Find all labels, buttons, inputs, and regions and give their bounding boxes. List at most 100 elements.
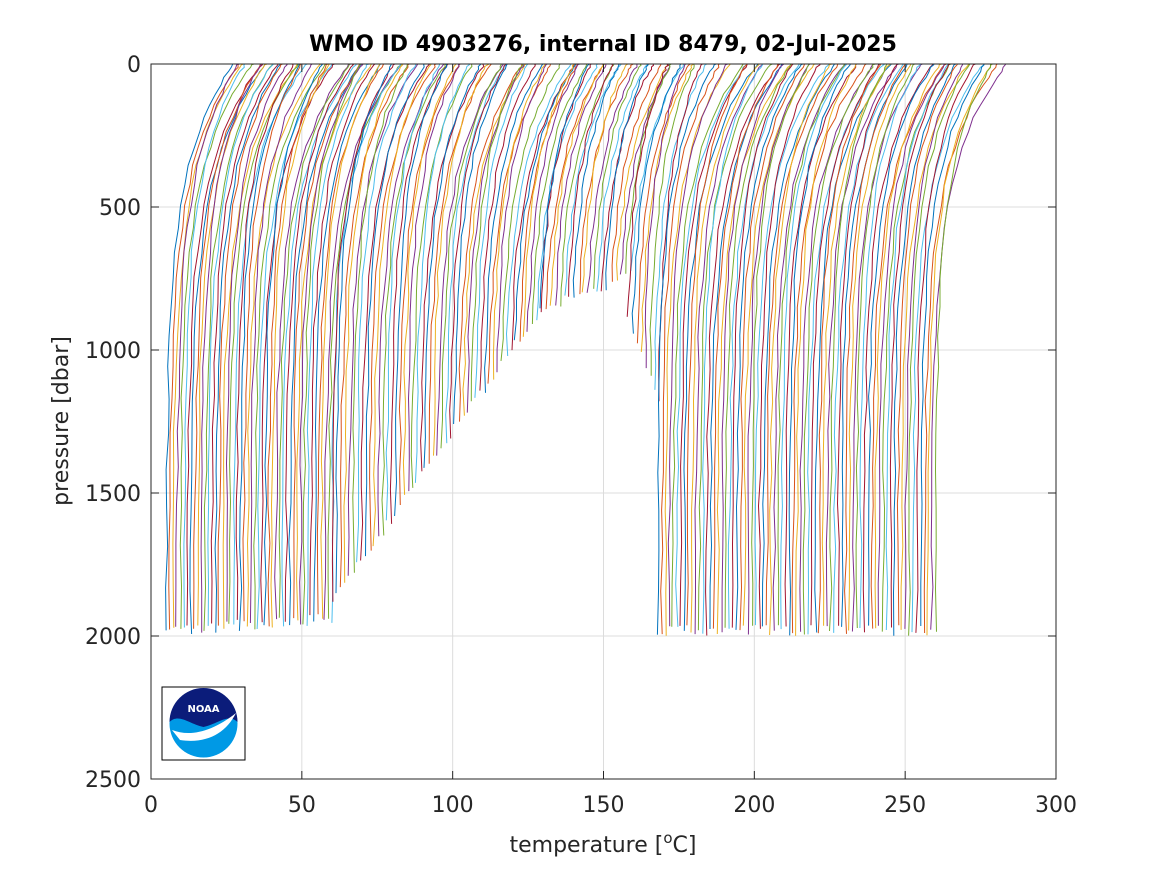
profile-line-2-15 xyxy=(611,63,662,282)
profile-line-4-53 xyxy=(855,63,915,629)
profile-line-1-24 xyxy=(433,63,490,456)
profile-line-2-17 xyxy=(619,63,671,275)
profile-line-0-45 xyxy=(323,63,402,620)
profile-line-4-20 xyxy=(731,63,794,628)
profile-line-1-35 xyxy=(479,63,537,391)
profile-line-4-72 xyxy=(926,63,993,636)
y-axis-label: pressure [dbar] xyxy=(49,336,74,506)
profile-line-3-4 xyxy=(644,63,687,369)
profile-line-4-27 xyxy=(757,64,821,629)
profile-line-4-16 xyxy=(716,63,792,635)
profile-line-4-52 xyxy=(851,63,923,632)
profile-line-4-9 xyxy=(690,63,760,633)
profile-line-1-14 xyxy=(389,63,449,524)
profile-line-1-25 xyxy=(436,63,504,456)
profile-line-4-40 xyxy=(807,63,885,635)
chart-title: WMO ID 4903276, internal ID 8479, 02-Jul… xyxy=(309,32,897,57)
profile-line-1-12 xyxy=(381,63,448,536)
x-tick-label-6: 300 xyxy=(1035,793,1077,818)
profile-line-4-0 xyxy=(656,63,717,635)
profile-line-3-6 xyxy=(654,63,708,390)
profile-line-1-6 xyxy=(356,63,417,563)
profile-line-1-11 xyxy=(377,63,445,537)
profile-line-2-10 xyxy=(586,63,638,293)
profile-line-1-33 xyxy=(470,63,524,402)
profile-line-1-39 xyxy=(496,63,548,373)
profile-line-0-7 xyxy=(189,63,267,635)
y-tick-label-3: 1500 xyxy=(85,482,141,507)
profile-line-1-16 xyxy=(398,63,461,506)
profile-line-2-16 xyxy=(616,63,670,281)
profile-line-0-24 xyxy=(249,63,313,624)
x-tick-label-3: 150 xyxy=(583,793,625,818)
profile-line-1-15 xyxy=(394,63,448,517)
profile-line-1-7 xyxy=(360,63,430,561)
profile-line-4-61 xyxy=(885,63,950,631)
profile-line-4-31 xyxy=(772,63,846,631)
profile-line-4-68 xyxy=(911,63,985,633)
profile-line-0-20 xyxy=(235,63,294,620)
profile-line-1-40 xyxy=(500,63,561,361)
profile-line-0-33 xyxy=(281,64,357,627)
profile-line-4-55 xyxy=(862,63,934,633)
profile-line-4-48 xyxy=(836,64,898,626)
profile-line-4-69 xyxy=(915,63,976,633)
profile-line-4-38 xyxy=(799,63,874,632)
profile-line-4-17 xyxy=(721,63,785,633)
profile-line-1-8 xyxy=(365,63,425,557)
profile-line-4-5 xyxy=(675,63,748,627)
profile-line-0-15 xyxy=(217,63,283,626)
x-axis-label: temperature [oC] xyxy=(509,829,696,858)
profile-line-0-44 xyxy=(320,63,381,619)
profile-line-2-1 xyxy=(545,63,605,310)
profile-line-1-44 xyxy=(519,63,580,342)
x-axis-label-main: temperature [ xyxy=(509,833,663,858)
y-tick-label-5: 2500 xyxy=(85,768,141,793)
profile-line-0-6 xyxy=(186,63,264,626)
profile-line-0-32 xyxy=(278,63,351,618)
profile-line-4-14 xyxy=(709,63,785,630)
profile-line-1-34 xyxy=(474,63,529,398)
profile-line-0-29 xyxy=(267,63,329,627)
profile-line-1-3 xyxy=(343,63,404,583)
profile-line-4-11 xyxy=(697,63,773,631)
profile-line-1-47 xyxy=(531,63,588,325)
profile-line-1-32 xyxy=(466,63,525,413)
profile-line-4-28 xyxy=(761,63,835,627)
profile-line-2-11 xyxy=(593,63,642,289)
profile-line-4-62 xyxy=(889,63,951,628)
profile-line-1-46 xyxy=(526,63,581,332)
profile-line-0-35 xyxy=(288,63,363,626)
profile-line-0-21 xyxy=(238,63,302,631)
profile-line-1-31 xyxy=(462,63,527,416)
profile-line-3-0 xyxy=(626,63,669,317)
profile-line-4-26 xyxy=(754,63,831,626)
x-tick-label-4: 200 xyxy=(733,793,775,818)
profile-line-3-1 xyxy=(631,63,682,334)
profile-line-0-25 xyxy=(253,63,327,630)
profile-line-1-23 xyxy=(428,63,492,464)
profile-line-4-59 xyxy=(877,63,946,626)
profile-line-4-19 xyxy=(727,63,800,629)
profile-line-1-17 xyxy=(402,63,457,495)
profile-line-1-22 xyxy=(423,63,481,468)
profile-line-1-20 xyxy=(414,63,470,483)
profile-line-4-29 xyxy=(765,63,839,626)
profile-line-4-63 xyxy=(892,63,957,636)
profile-line-1-13 xyxy=(385,63,441,521)
profile-line-2-0 xyxy=(539,63,591,309)
axis-ticks xyxy=(150,63,1057,780)
profile-line-1-18 xyxy=(407,63,461,492)
profile-line-4-33 xyxy=(780,63,847,630)
x-axis-label-end: C] xyxy=(673,833,697,858)
profile-line-4-4 xyxy=(671,63,744,627)
profile-line-0-23 xyxy=(246,63,322,627)
profile-line-0-39 xyxy=(302,63,362,625)
profile-line-0-13 xyxy=(210,63,279,624)
profile-line-1-37 xyxy=(487,63,552,384)
profile-line-4-32 xyxy=(777,63,846,626)
profile-line-4-41 xyxy=(810,63,880,626)
y-tick-label-4: 2000 xyxy=(85,625,141,650)
profile-line-4-45 xyxy=(825,63,899,627)
profile-line-4-1 xyxy=(660,63,720,635)
